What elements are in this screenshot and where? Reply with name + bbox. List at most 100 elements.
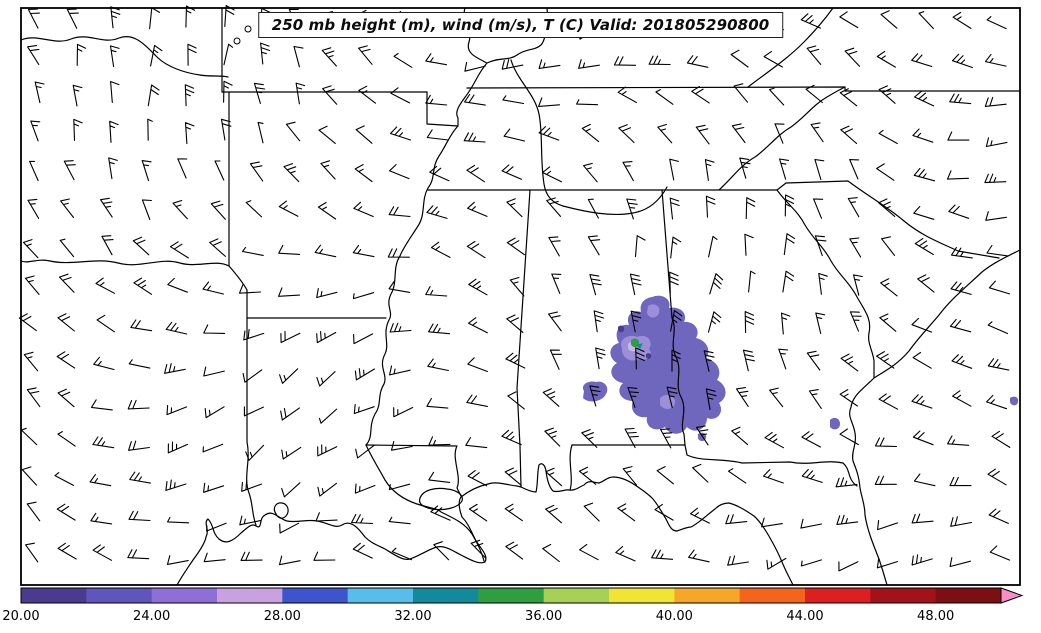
- calm-wind-circle: [233, 37, 241, 45]
- calm-wind-circle: [244, 25, 252, 33]
- boundary-nc-tn-line: [718, 86, 846, 191]
- wind-barb: [468, 503, 488, 522]
- wind-barb: [352, 292, 375, 300]
- wind-barb: [464, 61, 486, 72]
- wind-barb: [818, 272, 828, 295]
- wind-barb: [318, 125, 336, 144]
- colorbar-tick-label: 24.00: [133, 609, 170, 624]
- wind-barb: [911, 554, 933, 566]
- wind-barb: [949, 557, 972, 568]
- wind-barb: [988, 508, 1009, 524]
- wind-barb: [801, 431, 821, 448]
- wind-barb: [27, 8, 40, 29]
- wind-barb: [691, 86, 710, 104]
- wind-barb: [20, 427, 38, 446]
- boundary-tx-ar-la-line: [246, 289, 257, 526]
- wind-barb: [727, 555, 749, 566]
- shaded-region-20-24: [1010, 396, 1019, 406]
- wind-barb: [127, 399, 150, 410]
- wind-barb: [782, 270, 795, 293]
- wind-barb: [390, 87, 411, 104]
- wind-barb: [427, 358, 449, 372]
- wind-barb: [206, 522, 227, 532]
- wind-barb: [73, 118, 83, 141]
- wind-barb: [278, 200, 299, 217]
- wind-barb: [295, 82, 306, 105]
- wind-barb: [389, 322, 412, 333]
- wind-barb: [23, 351, 39, 372]
- wind-barb: [242, 369, 263, 383]
- wind-barb: [670, 310, 683, 332]
- wind-barb: [669, 271, 679, 294]
- wind-barb: [763, 50, 783, 68]
- wind-barb: [57, 431, 76, 447]
- wind-barb: [90, 399, 113, 411]
- wind-barb: [589, 274, 602, 296]
- wind-barb: [703, 350, 715, 372]
- wind-barb: [128, 510, 151, 522]
- wind-barb: [203, 482, 225, 493]
- boundary-gulf-coast: [176, 463, 794, 586]
- wind-barb: [239, 515, 261, 526]
- wind-barb: [467, 470, 488, 487]
- wind-barb: [354, 164, 373, 183]
- wind-barb: [805, 84, 823, 104]
- wind-barb: [705, 195, 716, 218]
- wind-barb: [468, 278, 488, 296]
- wind-barb: [129, 471, 151, 484]
- wind-barb: [26, 501, 41, 522]
- wind-barb: [132, 236, 150, 256]
- wind-barb: [56, 351, 76, 369]
- wind-barb: [316, 371, 336, 387]
- wind-barb: [108, 157, 118, 180]
- plot-title: 250 mb height (m), wind (m/s), T (C) Val…: [257, 12, 784, 38]
- wind-barb: [210, 200, 226, 220]
- colorbar-segment: [739, 588, 806, 603]
- wind-barb: [806, 45, 822, 65]
- wind-barb: [315, 512, 338, 522]
- wind-barb: [778, 348, 789, 370]
- wind-barb: [985, 137, 1008, 148]
- wind-barb: [839, 11, 859, 29]
- wind-barb: [874, 437, 898, 448]
- wind-barb: [320, 160, 336, 180]
- wind-barb: [707, 311, 722, 333]
- wind-barb: [986, 16, 1007, 30]
- wind-barb: [463, 132, 486, 143]
- wind-barb: [593, 310, 605, 333]
- wind-barb: [808, 389, 822, 409]
- wind-barb: [501, 429, 522, 446]
- wind-barb: [742, 349, 755, 372]
- wind-barb: [651, 549, 674, 560]
- wind-barb: [874, 475, 897, 485]
- wind-barb: [947, 131, 970, 141]
- wind-barb: [836, 514, 859, 525]
- wind-barb: [467, 357, 488, 373]
- wind-barb: [128, 440, 150, 451]
- wind-barb: [878, 85, 896, 104]
- wind-barb: [852, 274, 863, 296]
- wind-barb: [351, 513, 374, 525]
- wind-barb: [24, 275, 40, 295]
- wind-barb: [56, 503, 76, 521]
- wind-barb: [595, 347, 606, 370]
- wind-barb: [779, 158, 790, 180]
- wind-barb: [688, 549, 710, 563]
- wind-barb: [542, 388, 560, 407]
- boundary-calcasieu-lake: [273, 502, 289, 519]
- wind-barb: [583, 502, 600, 522]
- wind-barb: [810, 122, 824, 143]
- wind-barb: [648, 55, 671, 66]
- wind-barb: [988, 280, 1011, 295]
- wind-barb: [800, 13, 822, 29]
- colorbar-segment: [413, 588, 479, 603]
- wind-barb: [92, 544, 113, 561]
- wind-barb: [279, 522, 300, 534]
- wind-barb: [762, 469, 784, 484]
- wind-barb: [733, 83, 749, 103]
- wind-barb: [986, 244, 1009, 257]
- wind-barb: [764, 431, 785, 449]
- wind-barb: [257, 121, 264, 144]
